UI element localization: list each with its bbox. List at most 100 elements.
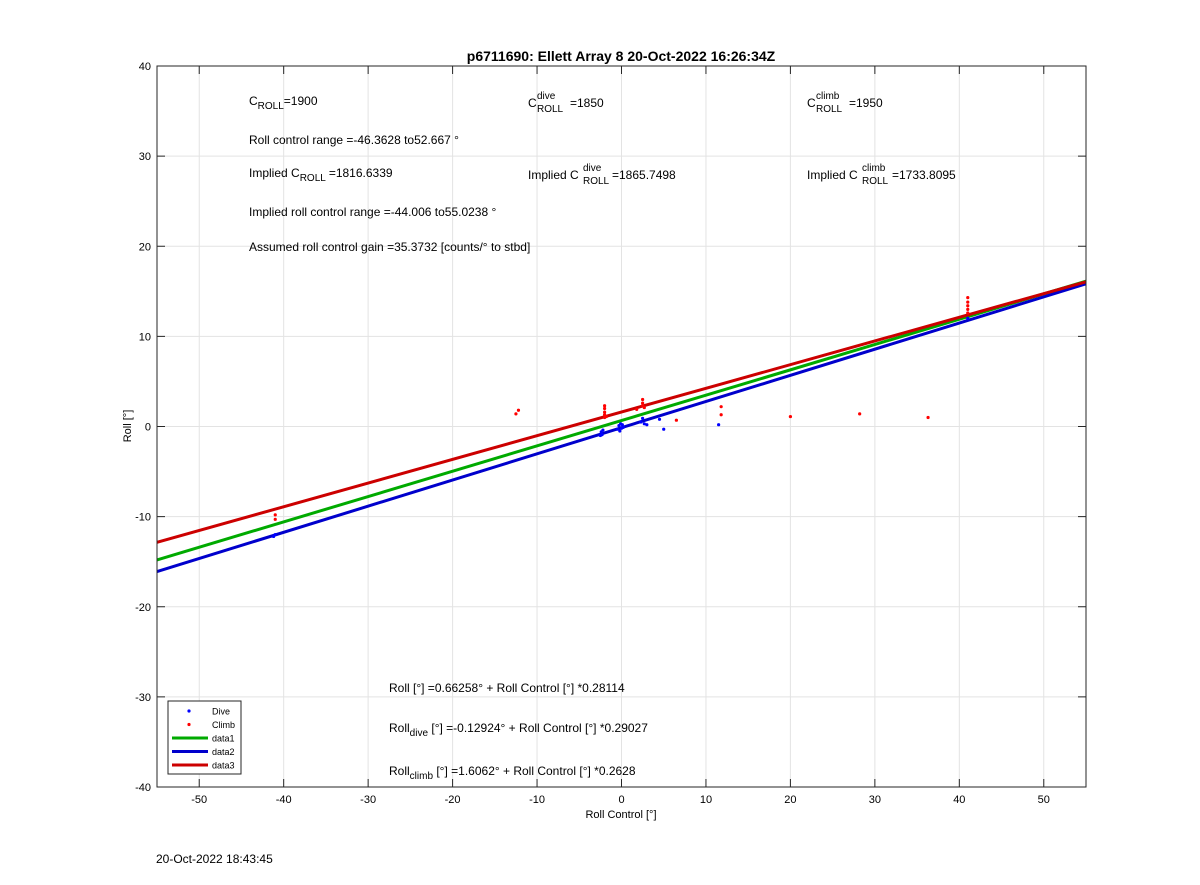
legend-marker-dive: [187, 709, 191, 713]
point-climb: [788, 414, 793, 419]
point-climb: [926, 415, 930, 420]
x-tick-label: -40: [276, 794, 292, 806]
point-climb: [674, 418, 678, 422]
point-dive: [645, 423, 649, 427]
annotation-fit-all: Roll [°] =0.66258° + Roll Control [°] *0…: [389, 681, 625, 695]
point-dive: [966, 316, 970, 320]
y-tick-label: 20: [139, 241, 151, 253]
svg-text:ROLL: ROLL: [816, 104, 843, 115]
chart-title: p6711690: Ellett Array 8 20-Oct-2022 16:…: [467, 48, 776, 64]
point-dive: [600, 433, 604, 437]
point-climb: [719, 413, 723, 417]
svg-text:C: C: [528, 96, 537, 110]
point-climb: [603, 406, 607, 411]
point-climb: [603, 404, 607, 408]
x-tick-label: 50: [1038, 794, 1050, 806]
point-climb: [641, 397, 645, 402]
point-dive: [717, 423, 721, 427]
point-climb: [642, 405, 646, 410]
annotation-c-roll-climb: C climb ROLL =1950: [807, 91, 883, 115]
point-dive: [642, 422, 646, 426]
point-dive: [618, 429, 622, 433]
y-tick-label: 30: [139, 151, 151, 163]
legend: Dive Climb data1 data2 data3: [167, 700, 242, 775]
legend-marker-climb: [187, 722, 191, 727]
annotation-fit-climb: Rollclimb [°] =1.6062° + Roll Control [°…: [389, 764, 636, 782]
point-dive: [273, 533, 277, 537]
y-tick-label: -30: [135, 692, 151, 704]
svg-text:=1865.7498: =1865.7498: [612, 168, 676, 182]
svg-text:climb: climb: [816, 91, 840, 102]
point-dive: [620, 423, 624, 427]
x-tick-label: -50: [191, 794, 207, 806]
point-climb: [635, 407, 639, 411]
y-axis-label: Roll [°]: [122, 410, 134, 443]
point-climb: [966, 304, 970, 308]
annotation-implied-c-roll-dive: Implied C dive ROLL =1865.7498: [528, 163, 676, 187]
x-tick-label: 0: [618, 794, 624, 806]
svg-text:C: C: [807, 96, 816, 110]
x-tick-label: 30: [869, 794, 881, 806]
point-climb: [273, 517, 277, 521]
svg-text:ROLL: ROLL: [537, 104, 564, 115]
svg-text:Implied C: Implied C: [528, 168, 579, 182]
svg-text:=1733.8095: =1733.8095: [892, 168, 956, 182]
fit-line-data1: [157, 279, 1086, 562]
point-climb: [719, 405, 723, 409]
x-axis-label: Roll Control [°]: [585, 809, 656, 821]
point-climb: [273, 513, 277, 517]
point-dive: [657, 417, 662, 421]
y-tick-label: 40: [139, 61, 151, 73]
annotation-fit-dive: Rolldive [°] =-0.12924° + Roll Control […: [389, 721, 648, 739]
annotation-roll-control-range: Roll control range =-46.3628 to52.667 °: [249, 133, 459, 147]
x-tick-label: -30: [360, 794, 376, 806]
y-tick-label: -10: [135, 512, 151, 524]
point-dive: [601, 428, 605, 432]
svg-text:Implied C: Implied C: [807, 168, 858, 182]
svg-text:ROLL: ROLL: [583, 176, 610, 187]
svg-text:=1850: =1850: [570, 96, 604, 110]
svg-text:dive: dive: [537, 91, 556, 102]
legend-label-climb: Climb: [212, 720, 235, 730]
legend-label-data3: data3: [212, 761, 235, 771]
svg-text:climb: climb: [862, 163, 886, 174]
point-climb: [966, 311, 970, 315]
x-tick-label: 20: [784, 794, 796, 806]
annotation-implied-c-roll: Implied CROLL =1816.6339: [249, 166, 393, 184]
point-dive: [641, 416, 645, 420]
point-climb: [514, 412, 518, 416]
point-climb: [641, 401, 645, 405]
annotation-implied-range: Implied roll control range =-44.006 to55…: [249, 205, 496, 219]
point-climb: [603, 410, 607, 414]
series-layer: [157, 279, 1086, 573]
point-climb: [604, 414, 608, 419]
point-dive: [639, 420, 643, 424]
legend-label-data1: data1: [212, 734, 235, 744]
point-climb: [966, 296, 970, 300]
svg-text:dive: dive: [583, 163, 602, 174]
fit-line-data3: [157, 280, 1086, 544]
point-dive: [615, 427, 619, 431]
annotation-c-roll: CROLL=1900: [249, 94, 318, 112]
point-climb: [966, 307, 970, 311]
legend-entries: Dive Climb data1 data2 data3: [172, 707, 235, 771]
annotation-gain: Assumed roll control gain =35.3732 [coun…: [249, 240, 530, 254]
annotation-c-roll-dive: C dive ROLL =1850: [528, 91, 604, 115]
legend-label-dive: Dive: [212, 707, 230, 717]
annotation-implied-c-roll-climb: Implied C climb ROLL =1733.8095: [807, 163, 956, 187]
x-tick-label: -20: [445, 794, 461, 806]
axis-ticks: -50 -40 -30 -20 -10 0 10 20 30 40 50 -40 -30 -20 -10 0 1…: [135, 61, 1086, 806]
print-timestamp: 20-Oct-2022 18:43:45: [156, 852, 273, 866]
y-tick-label: 0: [145, 422, 151, 434]
point-climb: [966, 300, 970, 304]
point-dive: [621, 425, 625, 430]
y-tick-label: 10: [139, 331, 151, 343]
svg-text:=1950: =1950: [849, 96, 883, 110]
y-tick-label: -20: [135, 602, 151, 614]
x-tick-label: 10: [700, 794, 712, 806]
svg-text:ROLL: ROLL: [862, 176, 889, 187]
legend-label-data2: data2: [212, 747, 235, 757]
x-tick-label: -10: [529, 794, 545, 806]
y-tick-label: -40: [135, 782, 151, 794]
